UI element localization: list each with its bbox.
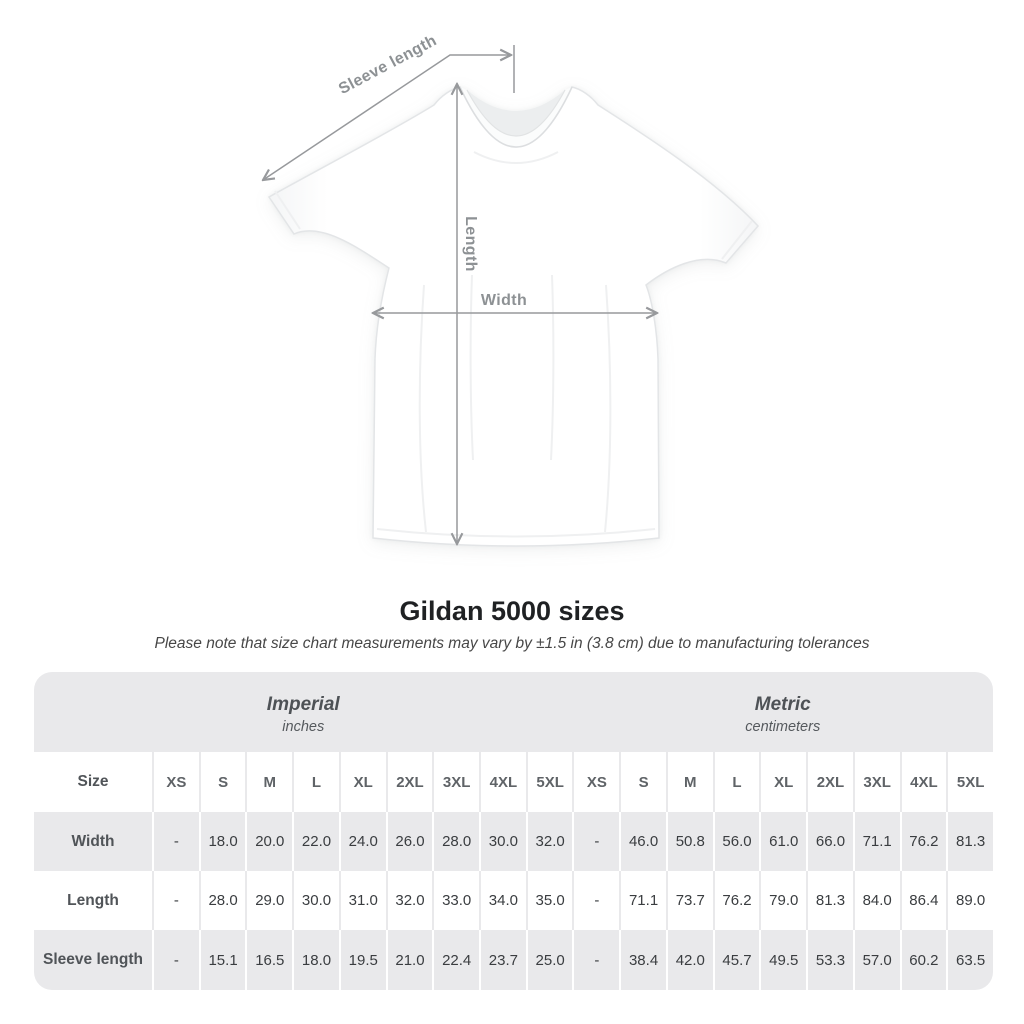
sleeve-imperial-l: 18.0 [292, 930, 339, 990]
metric-unit: centimeters [745, 718, 821, 735]
width-imperial-2xl: 26.0 [385, 812, 433, 871]
sleeve-length-row-header: Sleeve length [34, 930, 152, 990]
sleeve-metric-xs: - [572, 930, 620, 990]
width-row-header: Width [34, 812, 152, 871]
sleeve-imperial-m: 16.5 [245, 930, 293, 990]
sleeve-imperial-3xl: 22.4 [432, 930, 480, 990]
size-col-metric-s: S [619, 752, 666, 812]
tshirt-body [267, 86, 760, 547]
length-metric-4xl: 86.4 [899, 871, 947, 930]
sleeve-metric-5xl: 63.5 [946, 930, 993, 990]
width-imperial-l: 22.0 [292, 812, 339, 871]
sleeve-imperial-xl: 19.5 [338, 930, 386, 990]
length-imperial-xl: 31.0 [338, 871, 386, 930]
size-col-metric-2xl: 2XL [806, 752, 853, 812]
width-metric-5xl: 81.3 [946, 812, 993, 871]
length-imperial-m: 29.0 [245, 871, 293, 930]
size-col-imperial-5xl: 5XL [525, 752, 573, 812]
length-imperial-xs: - [152, 871, 199, 930]
length-metric-xs: - [572, 871, 620, 930]
length-metric-l: 76.2 [712, 871, 760, 930]
width-metric-xs: - [572, 812, 620, 871]
sleeve-metric-m: 42.0 [665, 930, 713, 990]
size-col-imperial-l: L [292, 752, 339, 812]
size-col-metric-xs: XS [572, 752, 620, 812]
size-col-metric-3xl: 3XL [852, 752, 900, 812]
right-cuff-seam [721, 220, 753, 260]
length-metric-m: 73.7 [665, 871, 713, 930]
length-row-header: Length [34, 871, 152, 930]
size-row-header: Size [34, 752, 152, 812]
size-col-metric-xl: XL [759, 752, 807, 812]
sleeve-metric-l: 45.7 [712, 930, 760, 990]
left-cuff-seam [274, 190, 301, 230]
size-col-imperial-4xl: 4XL [479, 752, 526, 812]
length-metric-2xl: 81.3 [806, 871, 853, 930]
metric-section-header: Metric centimeters [572, 672, 993, 752]
imperial-section-header: Imperial inches [34, 672, 573, 752]
width-metric-s: 46.0 [619, 812, 666, 871]
sleeve-metric-xl: 49.5 [759, 930, 807, 990]
width-metric-2xl: 66.0 [806, 812, 853, 871]
width-label: Width [481, 292, 527, 309]
length-imperial-3xl: 33.0 [432, 871, 480, 930]
size-table: Imperial inches Metric centimeters Size … [34, 672, 993, 990]
sleeve-length-arrow [263, 55, 511, 180]
size-col-imperial-3xl: 3XL [432, 752, 480, 812]
size-col-metric-m: M [665, 752, 713, 812]
sleeve-imperial-4xl: 23.7 [479, 930, 526, 990]
hem-seam [376, 528, 656, 538]
width-imperial-3xl: 28.0 [432, 812, 480, 871]
length-imperial-2xl: 32.0 [385, 871, 433, 930]
tshirt-diagram: Sleeve length Length Width [0, 32, 760, 547]
size-col-metric-5xl: 5XL [946, 752, 993, 812]
length-label: Length [462, 216, 479, 272]
sleeve-metric-2xl: 53.3 [806, 930, 853, 990]
size-col-metric-l: L [712, 752, 760, 812]
sleeve-length-label: Sleeve length [336, 32, 440, 98]
sleeve-imperial-2xl: 21.0 [385, 930, 433, 990]
width-metric-l: 56.0 [712, 812, 760, 871]
sleeve-metric-3xl: 57.0 [852, 930, 900, 990]
size-col-metric-4xl: 4XL [899, 752, 947, 812]
page-title: Gildan 5000 sizes [399, 596, 625, 626]
sleeve-imperial-5xl: 25.0 [525, 930, 573, 990]
sleeve-metric-s: 38.4 [619, 930, 666, 990]
length-metric-s: 71.1 [619, 871, 666, 930]
width-metric-xl: 61.0 [759, 812, 807, 871]
sleeve-metric-4xl: 60.2 [899, 930, 947, 990]
length-metric-3xl: 84.0 [852, 871, 900, 930]
size-col-imperial-m: M [245, 752, 293, 812]
width-imperial-5xl: 32.0 [525, 812, 573, 871]
width-imperial-xs: - [152, 812, 199, 871]
metric-label: Metric [754, 693, 811, 715]
center-crease-right [550, 274, 555, 461]
length-imperial-5xl: 35.0 [525, 871, 573, 930]
imperial-label: Imperial [266, 693, 340, 715]
width-metric-m: 50.8 [665, 812, 713, 871]
length-metric-5xl: 89.0 [946, 871, 993, 930]
length-metric-xl: 79.0 [759, 871, 807, 930]
sleeve-imperial-s: 15.1 [198, 930, 246, 990]
tshirt-shape [267, 86, 760, 547]
width-metric-4xl: 76.2 [899, 812, 947, 871]
width-imperial-xl: 24.0 [338, 812, 386, 871]
length-imperial-s: 28.0 [198, 871, 246, 930]
tolerance-note: Please note that size chart measurements… [154, 635, 870, 652]
width-imperial-m: 20.0 [245, 812, 293, 871]
width-metric-3xl: 71.1 [852, 812, 900, 871]
size-col-imperial-2xl: 2XL [385, 752, 433, 812]
center-crease-left [469, 274, 474, 461]
width-imperial-4xl: 30.0 [479, 812, 526, 871]
length-imperial-4xl: 34.0 [479, 871, 526, 930]
size-col-imperial-xl: XL [338, 752, 386, 812]
length-imperial-l: 30.0 [292, 871, 339, 930]
size-col-imperial-xs: XS [152, 752, 199, 812]
imperial-unit: inches [282, 718, 325, 735]
sleeve-imperial-xs: - [152, 930, 199, 990]
size-col-imperial-s: S [198, 752, 246, 812]
width-imperial-s: 18.0 [198, 812, 246, 871]
